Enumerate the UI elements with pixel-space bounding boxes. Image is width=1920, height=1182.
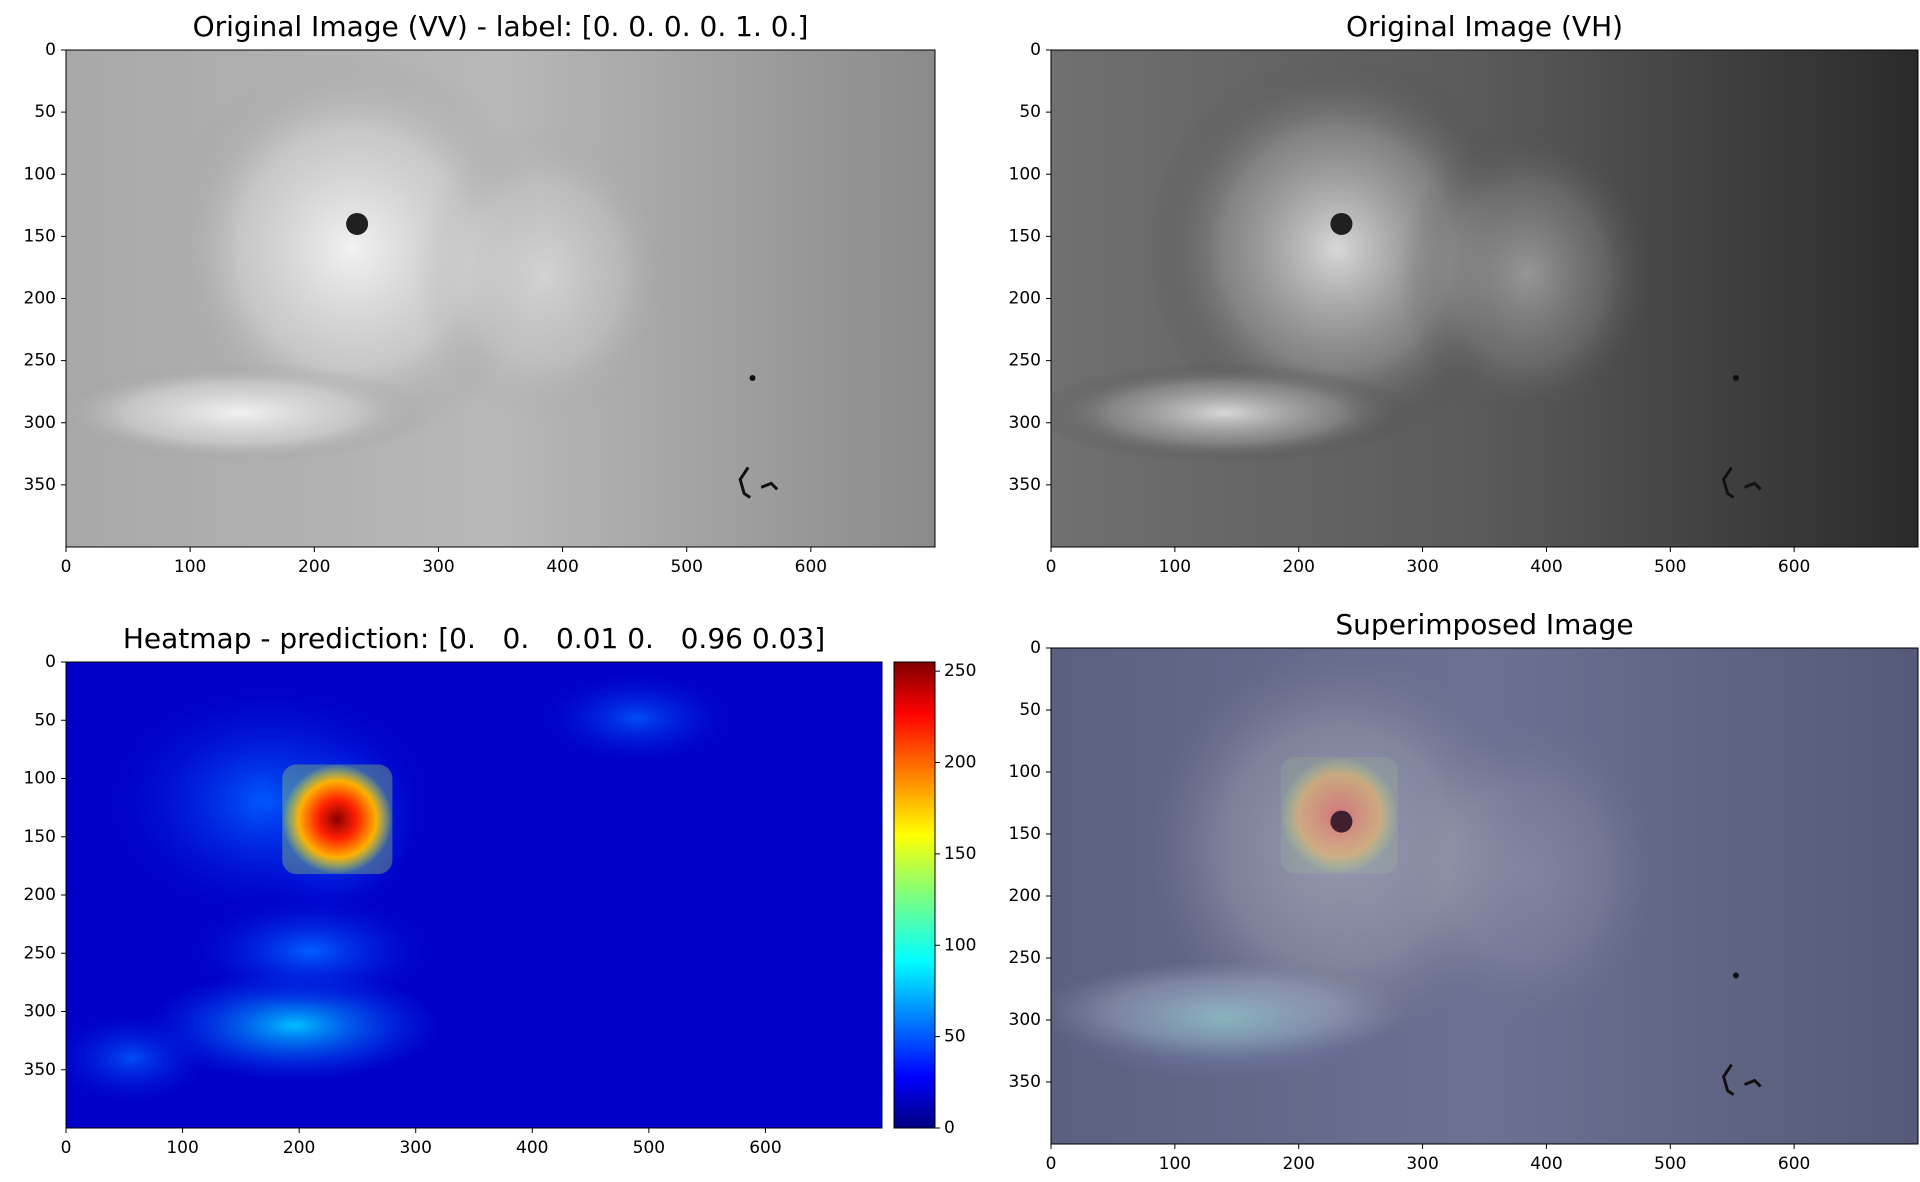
image-region bbox=[414, 125, 675, 423]
y-tick-label: 250 bbox=[1009, 351, 1041, 371]
y-tick-label: 0 bbox=[45, 652, 56, 672]
x-tick-label: 200 bbox=[283, 1138, 315, 1158]
island bbox=[1733, 375, 1739, 381]
y-tick-label: 350 bbox=[24, 1060, 56, 1080]
image-region bbox=[49, 363, 431, 462]
y-tick-label: 300 bbox=[1009, 413, 1041, 433]
x-tick-label: 0 bbox=[1046, 1154, 1057, 1174]
image-region bbox=[539, 671, 735, 764]
x-tick-label: 500 bbox=[1654, 557, 1686, 577]
x-tick-label: 100 bbox=[166, 1138, 198, 1158]
y-tick-label: 250 bbox=[1009, 948, 1041, 968]
cyclone-eye bbox=[1330, 213, 1352, 235]
y-tick-label: 300 bbox=[24, 1002, 56, 1022]
image-region bbox=[1398, 125, 1658, 423]
chart-title: Original Image (VV) - label: [0. 0. 0. 0… bbox=[193, 10, 809, 43]
x-tick-label: 200 bbox=[298, 557, 330, 577]
y-tick-label: 250 bbox=[24, 351, 56, 371]
y-tick-label: 150 bbox=[24, 827, 56, 847]
image-region bbox=[1034, 363, 1415, 462]
x-tick-label: 200 bbox=[1282, 1154, 1314, 1174]
island bbox=[1733, 972, 1739, 978]
x-tick-label: 600 bbox=[795, 557, 827, 577]
chart-title: Original Image (VH) bbox=[1346, 10, 1623, 43]
x-tick-label: 500 bbox=[670, 557, 702, 577]
x-tick-label: 300 bbox=[422, 557, 454, 577]
y-tick-label: 350 bbox=[1009, 1072, 1041, 1092]
x-tick-label: 500 bbox=[633, 1138, 665, 1158]
colorbar-tick-label: 0 bbox=[944, 1118, 955, 1138]
x-tick-label: 400 bbox=[1530, 557, 1562, 577]
colorbar bbox=[894, 662, 935, 1128]
y-tick-label: 100 bbox=[24, 164, 56, 184]
y-tick-label: 350 bbox=[24, 475, 56, 495]
image-area bbox=[1034, 648, 1918, 1144]
y-tick-label: 200 bbox=[1009, 886, 1041, 906]
y-tick-label: 300 bbox=[24, 413, 56, 433]
cyclone-eye bbox=[346, 213, 368, 235]
y-tick-label: 0 bbox=[45, 40, 56, 60]
x-tick-label: 200 bbox=[1282, 557, 1314, 577]
colorbar-tick-label: 200 bbox=[944, 753, 976, 773]
page: Original Image (VV) - label: [0. 0. 0. 0… bbox=[0, 0, 1920, 1182]
x-tick-label: 400 bbox=[1530, 1154, 1562, 1174]
x-tick-label: 400 bbox=[516, 1138, 548, 1158]
x-tick-label: 300 bbox=[399, 1138, 431, 1158]
chart-title: Superimposed Image bbox=[1335, 608, 1633, 641]
chart-title: Heatmap - prediction: [0. 0. 0.01 0. 0.9… bbox=[123, 622, 825, 655]
image-area bbox=[50, 662, 882, 1128]
colorbar-tick-label: 150 bbox=[944, 844, 976, 864]
y-tick-label: 150 bbox=[1009, 824, 1041, 844]
x-tick-label: 300 bbox=[1406, 557, 1438, 577]
y-tick-label: 250 bbox=[24, 943, 56, 963]
y-tick-label: 50 bbox=[1019, 700, 1041, 720]
image-area bbox=[1034, 50, 1918, 547]
image-region bbox=[1051, 960, 1398, 1079]
x-tick-label: 300 bbox=[1406, 1154, 1438, 1174]
y-tick-label: 50 bbox=[34, 102, 56, 122]
image-region bbox=[50, 1012, 213, 1105]
image-region bbox=[1398, 722, 1658, 1020]
x-tick-label: 100 bbox=[1159, 557, 1191, 577]
x-tick-label: 100 bbox=[1159, 1154, 1191, 1174]
x-tick-label: 600 bbox=[1778, 557, 1810, 577]
y-tick-label: 0 bbox=[1030, 40, 1041, 60]
y-tick-label: 100 bbox=[24, 769, 56, 789]
x-tick-label: 100 bbox=[174, 557, 206, 577]
y-tick-label: 200 bbox=[1009, 289, 1041, 309]
colorbar-tick-label: 250 bbox=[944, 661, 976, 681]
colorbar-tick-label: 100 bbox=[944, 935, 976, 955]
x-tick-label: 400 bbox=[546, 557, 578, 577]
y-tick-label: 100 bbox=[1009, 762, 1041, 782]
y-tick-label: 150 bbox=[24, 226, 56, 246]
x-tick-label: 0 bbox=[61, 557, 72, 577]
y-tick-label: 350 bbox=[1009, 475, 1041, 495]
x-tick-label: 600 bbox=[1778, 1154, 1810, 1174]
x-tick-label: 500 bbox=[1654, 1154, 1686, 1174]
y-tick-label: 0 bbox=[1030, 638, 1041, 658]
y-tick-label: 50 bbox=[34, 710, 56, 730]
x-tick-label: 600 bbox=[749, 1138, 781, 1158]
x-tick-label: 0 bbox=[61, 1138, 72, 1158]
cyclone-eye bbox=[1330, 811, 1352, 833]
y-tick-label: 100 bbox=[1009, 164, 1041, 184]
y-tick-label: 50 bbox=[1019, 102, 1041, 122]
y-tick-label: 150 bbox=[1009, 226, 1041, 246]
island bbox=[750, 375, 756, 381]
colorbar-tick-label: 50 bbox=[944, 1027, 966, 1047]
figure: Original Image (VV) - label: [0. 0. 0. 0… bbox=[0, 0, 1920, 1182]
y-tick-label: 200 bbox=[24, 289, 56, 309]
y-tick-label: 200 bbox=[24, 885, 56, 905]
image-area bbox=[49, 50, 935, 547]
x-tick-label: 0 bbox=[1046, 557, 1057, 577]
hot-spot bbox=[282, 765, 392, 875]
y-tick-label: 300 bbox=[1009, 1010, 1041, 1030]
